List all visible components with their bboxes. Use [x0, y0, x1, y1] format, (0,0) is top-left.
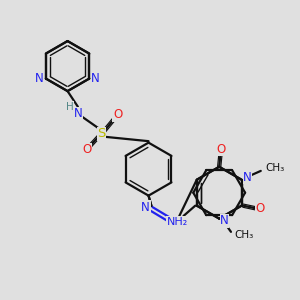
Text: N: N	[175, 217, 184, 230]
Text: N: N	[91, 71, 100, 85]
Text: N: N	[220, 214, 229, 227]
Text: O: O	[255, 202, 265, 215]
Text: NH₂: NH₂	[167, 217, 188, 227]
Text: CH₃: CH₃	[265, 163, 284, 173]
Text: O: O	[82, 143, 91, 157]
Text: N: N	[74, 107, 82, 120]
Text: CH₃: CH₃	[234, 230, 253, 240]
Text: S: S	[97, 127, 106, 140]
Text: H: H	[66, 102, 74, 112]
Text: N: N	[141, 201, 150, 214]
Text: N: N	[35, 71, 44, 85]
Text: O: O	[113, 108, 122, 121]
Text: O: O	[216, 142, 225, 156]
Text: N: N	[243, 171, 252, 184]
